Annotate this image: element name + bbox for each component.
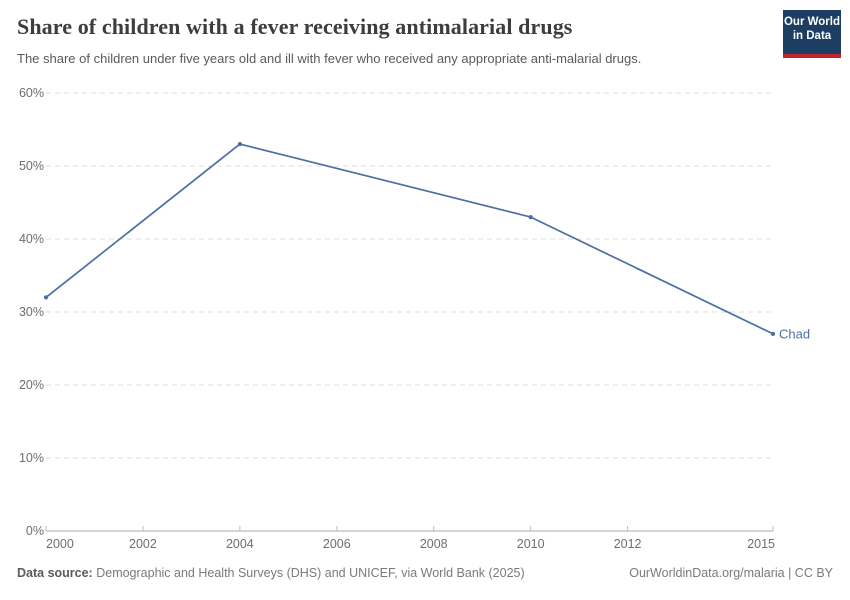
x-tick-label: 2006 xyxy=(323,537,351,551)
data-point xyxy=(43,295,49,300)
data-point xyxy=(528,215,533,220)
data-point xyxy=(237,142,242,147)
owid-logo: Our World in Data xyxy=(783,10,841,58)
x-tick-label: 2000 xyxy=(46,537,74,551)
y-tick-label: 20% xyxy=(19,378,44,392)
page-title: Share of children with a fever receiving… xyxy=(17,14,573,39)
data-source-label: Data source: xyxy=(17,566,93,580)
series-line xyxy=(45,143,774,335)
series-end-label: Chad xyxy=(779,326,810,341)
chart-subtitle: The share of children under five years o… xyxy=(17,51,642,66)
x-tick-label: 2015 xyxy=(747,537,775,551)
y-tick-label: 10% xyxy=(19,451,44,465)
owid-logo-line1: Our World xyxy=(783,16,840,28)
x-tick-label: 2012 xyxy=(614,537,642,551)
footer-license-text: OurWorldinData.org/malaria | CC BY xyxy=(629,566,833,580)
x-tick-label: 2004 xyxy=(226,537,254,551)
x-tick-label: 2010 xyxy=(517,537,545,551)
x-tick-label: 2002 xyxy=(129,537,157,551)
y-tick-label: 0% xyxy=(26,524,44,538)
y-tick-label: 30% xyxy=(19,305,44,319)
chart-footer: Data source: Demographic and Health Surv… xyxy=(17,566,833,580)
data-source-text: Demographic and Health Surveys (DHS) and… xyxy=(96,566,525,580)
x-tick-label: 2008 xyxy=(420,537,448,551)
owid-logo-line2: in Data xyxy=(792,30,832,42)
data-source: Data source: Demographic and Health Surv… xyxy=(17,566,525,580)
y-tick-label: 40% xyxy=(19,232,44,246)
y-tick-label: 60% xyxy=(19,86,44,100)
data-point xyxy=(770,331,776,336)
y-tick-label: 50% xyxy=(19,159,44,173)
